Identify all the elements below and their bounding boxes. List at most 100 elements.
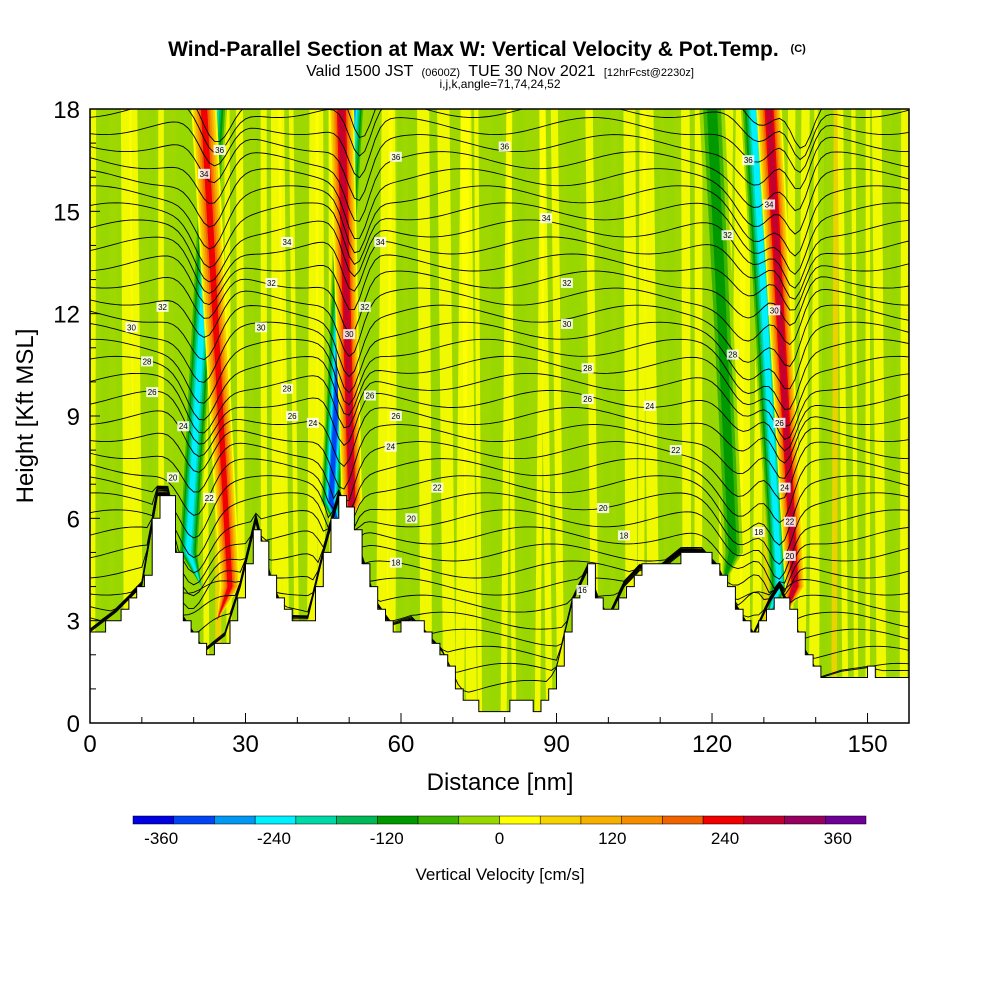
contour-label-text: 18: [619, 531, 628, 540]
theta-contour-line: [90, 424, 909, 490]
weak-motion-streak: [575, 109, 585, 723]
contour-label-text: 30: [257, 323, 266, 332]
colorbar-swatch: [580, 815, 622, 825]
theta-contour-line: [90, 407, 909, 468]
contour-label: 26: [146, 387, 159, 398]
contour-label: 22: [203, 492, 216, 503]
colorbar-swatch: [173, 815, 215, 825]
weak-motion-streak: [306, 109, 319, 723]
contour-label: 28: [581, 363, 594, 374]
subtitle-forecast: [12hrFcst@2230z]: [604, 67, 694, 79]
contour-label: 26: [389, 411, 402, 421]
theta-contour-line: [90, 486, 909, 565]
contour-label-text: 22: [205, 494, 214, 503]
contour-label: 32: [156, 301, 169, 312]
theta-contour-line: [90, 109, 909, 161]
theta-contour-line: [90, 185, 909, 257]
contour-label-text: 28: [583, 364, 592, 373]
contour-label: 26: [773, 417, 786, 428]
subtitle-valid: Valid 1500 JST: [306, 63, 414, 80]
contour-label-text: 24: [386, 443, 395, 452]
contour-label: 30: [768, 305, 781, 316]
colorbar-swatch: [499, 815, 541, 825]
x-tick-label: 30: [232, 731, 259, 758]
weak-motion-streak: [871, 109, 887, 723]
updraft-band: [766, 109, 798, 621]
colorbar-swatch: [417, 815, 460, 825]
weak-motion-streak: [100, 109, 110, 723]
weak-motion-streak: [437, 109, 456, 723]
colorbar-label: Vertical Velocity [cm/s]: [415, 865, 584, 884]
weak-motion-streak: [851, 109, 859, 723]
contour-label-text: 34: [542, 214, 551, 223]
colorbar: -360 -240 -120 0 120 240 360: [132, 815, 867, 848]
x-axis-label: Distance [nm]: [427, 769, 574, 796]
contour-label-text: 18: [391, 559, 400, 568]
contour-label-text: 30: [127, 323, 136, 332]
contour-label: 20: [405, 513, 418, 524]
theta-contour-line: [90, 270, 909, 334]
colorbar-swatch: [336, 815, 378, 825]
y-axis-label: Height [Kft MSL]: [12, 329, 39, 504]
weak-motion-streak: [888, 109, 899, 723]
contour-label-text: 20: [407, 514, 416, 523]
contour-label: 34: [374, 237, 387, 248]
theta-contour-line: [90, 117, 909, 179]
contour-label-text: 20: [599, 504, 608, 513]
y-tick-label: 0: [67, 711, 80, 738]
contour-label: 36: [498, 141, 511, 152]
weak-motion-streak: [817, 109, 828, 723]
colorbar-tick-label: -120: [370, 829, 404, 848]
contour-label: 32: [560, 277, 573, 288]
contour-label-text: 34: [200, 170, 209, 179]
contour-label: 18: [617, 530, 630, 541]
colorbar-tick-label: 240: [711, 829, 739, 848]
colorbar-tick-label: 0: [495, 829, 504, 848]
contour-label-text: 30: [345, 330, 354, 339]
colorbar-tick-label: 120: [598, 829, 626, 848]
theta-contour-line: [90, 488, 909, 597]
weak-motion-streak: [460, 109, 478, 723]
weak-motion-streak: [865, 109, 871, 723]
chart-title-main: Wind-Parallel Section at Max W: Vertical…: [168, 38, 779, 61]
contour-label: 34: [198, 168, 211, 179]
colorbar-swatch: [702, 815, 745, 825]
theta-contour-line: [90, 236, 909, 300]
theta-contour-line: [90, 441, 909, 503]
theta-contour-line: [90, 202, 909, 275]
colorbar-swatch: [621, 815, 663, 825]
contour-label-text: 32: [158, 303, 167, 312]
weak-motion-streak: [278, 109, 290, 723]
contour-label-text: 20: [168, 473, 177, 482]
colorbar-swatch: [662, 815, 704, 825]
colorbar-swatch: [132, 815, 174, 825]
weak-motion-streak: [899, 109, 909, 723]
contour-label-text: 22: [785, 518, 794, 527]
contour-label: 26: [286, 411, 299, 421]
contour-label: 18: [389, 557, 402, 568]
theta-contour-line: [90, 321, 909, 394]
x-tick-label: 0: [83, 731, 96, 758]
x-tick-label: 90: [543, 731, 570, 758]
colorbar-tick-label: -360: [144, 829, 178, 848]
contour-label: 34: [763, 199, 776, 210]
theta-contour-line: [90, 253, 909, 311]
contour-label-text: 28: [283, 385, 292, 394]
contour-label: 24: [177, 421, 190, 432]
contour-label-text: 32: [562, 279, 571, 288]
contour-label: 22: [431, 482, 444, 493]
weak-motion-streak: [506, 109, 517, 723]
contour-label: 22: [669, 445, 682, 456]
contour-label: 36: [389, 151, 402, 162]
contour-label-text: 16: [578, 586, 587, 595]
contour-label-text: 30: [562, 320, 571, 329]
contour-label-text: 36: [215, 146, 224, 155]
theta-contour-line: [90, 475, 909, 546]
terrain-mask: [90, 495, 909, 723]
y-tick-label: 12: [53, 302, 80, 329]
contour-label: 32: [721, 230, 734, 241]
weak-motion-streak: [565, 109, 580, 723]
weak-motion-streak: [539, 109, 553, 723]
contour-label: 30: [560, 318, 573, 329]
contour-label-text: 18: [754, 528, 763, 537]
